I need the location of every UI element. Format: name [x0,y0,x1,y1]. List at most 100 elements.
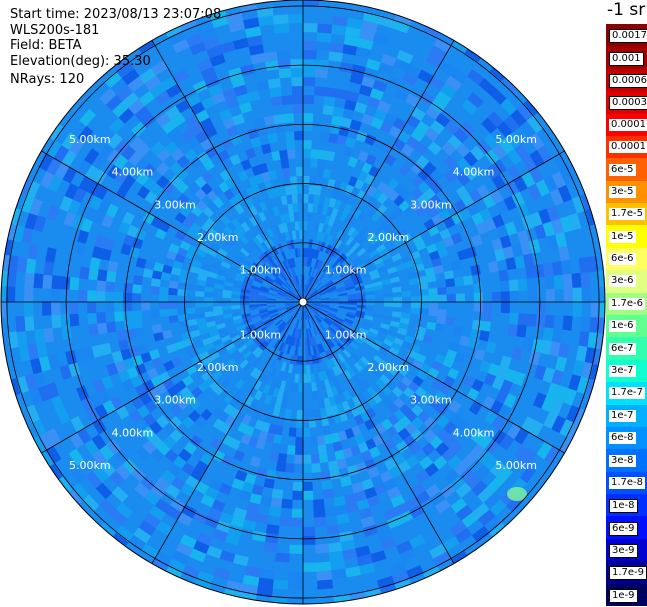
field-cell [183,441,198,455]
field-cell [437,294,447,303]
field-cell [296,275,300,285]
field-cell [277,351,284,361]
field-cell [387,402,400,415]
field-cell [253,390,263,401]
field-cell [380,537,397,551]
field-cell [186,283,197,291]
field-cell [311,297,321,301]
field-cell [241,313,251,319]
field-cell [408,277,419,286]
field-cell [324,316,334,324]
field-cell [270,442,281,454]
field-cell [86,180,101,196]
field-cell [456,418,471,433]
high-backscatter-spot [507,487,527,501]
field-cell [473,283,483,294]
field-cell [141,426,156,441]
field-cell [307,319,312,329]
field-cell [184,148,198,163]
field-cell [487,111,505,128]
field-cell [51,301,61,316]
field-cell [379,121,394,134]
field-cell [335,384,344,395]
field-cell [25,404,40,423]
field-cell [316,167,325,178]
field-cell [535,179,550,197]
field-cell [196,345,207,356]
range-ring-label: 3.00km [154,394,196,407]
field-cell [265,432,275,443]
field-cell [293,276,298,286]
field-cell [471,480,488,497]
field-cell [116,61,135,79]
field-cell [196,570,215,585]
colorbar-tick-label: 6e-8 [609,432,636,445]
field-cell [298,221,304,231]
field-cell [327,312,336,319]
field-cell [449,440,464,456]
field-cell [403,260,415,269]
field-cell [195,284,206,292]
field-cell [286,305,295,310]
field-cell [433,37,453,53]
field-cell [87,312,98,325]
field-cell [76,229,90,244]
field-cell [270,377,278,388]
field-cell [260,241,269,252]
field-cell [222,87,237,101]
field-cell [178,448,192,463]
field-cell [497,404,512,420]
field-cell [51,275,62,290]
field-cell [221,137,234,150]
field-cell [251,333,262,342]
field-cell [99,87,117,105]
field-cell [188,409,201,423]
field-cell [288,307,297,314]
field-cell [128,151,143,167]
field-cell [209,380,221,392]
field-cell [87,301,97,314]
field-cell [377,528,394,542]
field-cell [468,401,483,416]
field-cell [499,355,512,370]
field-cell [224,276,235,284]
field-cell [356,292,366,297]
field-cell [138,371,151,384]
field-cell [207,271,218,279]
field-cell [455,504,473,521]
field-cell [269,87,282,98]
field-cell [446,293,456,303]
field-cell [284,334,291,345]
field-cell [142,412,157,427]
field-cell [359,327,369,335]
field-cell [568,213,582,231]
field-cell [302,364,307,374]
field-cell [186,93,202,108]
field-cell [151,324,163,334]
field-cell [377,192,389,205]
field-cell [470,145,486,161]
field-cell [312,390,319,401]
field-cell [201,222,213,234]
field-cell [306,310,311,319]
field-cell [448,400,462,414]
field-cell [198,350,210,361]
field-cell [322,168,332,179]
field-cell [388,465,402,479]
field-cell [368,269,379,277]
azimuth-spoke [302,40,455,303]
field-cell [375,243,387,254]
field-cell [372,368,384,379]
azimuth-spoke [302,301,565,454]
field-cell [422,334,434,344]
field-cell [189,41,207,56]
field-cell [313,516,327,527]
field-cell [230,334,241,343]
field-cell [333,199,342,210]
field-cell [125,328,136,340]
field-cell [240,247,250,257]
field-cell [276,293,286,298]
field-cell [153,331,164,342]
field-cell [183,392,196,405]
field-cell [297,284,301,294]
